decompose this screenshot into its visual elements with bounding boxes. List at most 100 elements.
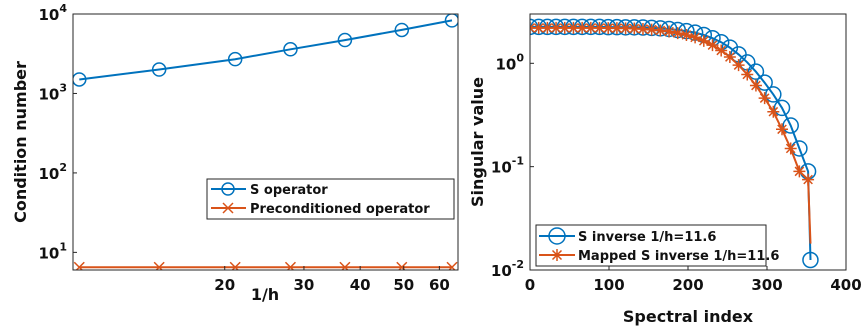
data-point xyxy=(776,123,789,136)
data-point xyxy=(628,22,641,35)
y-tick-exponent: 0 xyxy=(516,51,524,64)
x-tick-label: 100 xyxy=(593,276,624,294)
data-point xyxy=(741,68,754,81)
plot-area-left xyxy=(73,14,458,270)
y-tick-base: 10 xyxy=(38,244,59,262)
y-tick-base: 10 xyxy=(38,165,59,183)
data-point xyxy=(793,165,806,178)
y-tick-exponent: 2 xyxy=(59,161,67,174)
y-tick-exponent: 1 xyxy=(59,240,67,253)
y-tick-base: 10 xyxy=(491,262,512,280)
data-point xyxy=(284,261,296,270)
legend-entry-mapped-s-inverse: Mapped S inverse 1/h=11.6 xyxy=(539,249,779,264)
legend-entry-s-inverse: S inverse 1/h=11.6 xyxy=(539,227,716,245)
x-tick-label: 50 xyxy=(393,276,414,294)
data-point xyxy=(671,27,684,40)
legend-marker-s-operator xyxy=(221,182,235,196)
data-point xyxy=(73,72,87,87)
y-tick-exponent: -1 xyxy=(512,155,524,168)
data-point xyxy=(758,92,771,105)
data-point xyxy=(645,23,658,36)
data-point xyxy=(227,51,243,67)
data-point xyxy=(723,51,736,64)
data-point xyxy=(654,24,667,37)
legend-entry-s-operator: S operator xyxy=(211,182,328,198)
x-tick-label: 300 xyxy=(751,276,782,294)
data-point xyxy=(747,63,765,80)
data-point xyxy=(283,42,298,57)
y-tick-base: 10 xyxy=(495,55,516,73)
legend-label-s-operator: S operator xyxy=(250,183,328,198)
data-point xyxy=(550,21,563,34)
data-point xyxy=(782,117,799,134)
data-point xyxy=(610,22,623,35)
legend-marker-mapped-s-inverse xyxy=(551,249,563,261)
x-tick-label: 20 xyxy=(214,276,235,294)
legend-left: S operator Preconditioned operator xyxy=(206,178,455,220)
legend-marker-preconditioned xyxy=(222,202,234,214)
legend-marker-s-inverse xyxy=(548,227,566,245)
legend-entry-preconditioned: Preconditioned operator xyxy=(211,202,430,217)
data-point xyxy=(767,105,780,118)
data-point xyxy=(680,28,693,41)
data-point xyxy=(558,21,571,34)
y-axis-label-right: Singular value xyxy=(468,77,487,207)
y-axis-label-left: Condition number xyxy=(11,61,30,223)
y-tick-label: 102 xyxy=(38,161,67,183)
x-tick-label: 40 xyxy=(350,276,371,294)
data-point xyxy=(394,22,410,38)
y-tick-exponent: 4 xyxy=(59,2,67,15)
data-point xyxy=(444,14,458,28)
data-point xyxy=(715,44,728,57)
data-point xyxy=(73,261,85,270)
legend-label-mapped-s-inverse: Mapped S inverse 1/h=11.6 xyxy=(578,249,779,264)
data-point xyxy=(584,21,597,34)
y-tick-exponent: -2 xyxy=(512,258,524,271)
y-tick-label: 10-1 xyxy=(491,155,524,177)
data-point xyxy=(802,173,815,186)
data-point xyxy=(602,22,615,35)
legend-label-preconditioned: Preconditioned operator xyxy=(250,202,430,217)
x-axis-label-right: Spectral index xyxy=(623,307,754,326)
data-point xyxy=(541,21,554,34)
data-point xyxy=(706,39,719,52)
y-tick-label: 101 xyxy=(38,240,67,262)
y-tick-base: 10 xyxy=(38,85,59,103)
data-point xyxy=(784,142,797,155)
y-tick-label: 103 xyxy=(38,81,67,103)
y-tick-base: 10 xyxy=(491,159,512,177)
data-point xyxy=(749,79,762,92)
y-tick-exponent: 3 xyxy=(59,81,67,94)
series-group-left xyxy=(73,14,458,270)
legend-right: S inverse 1/h=11.6 Mapped S inverse 1/h=… xyxy=(535,224,779,267)
y-tick-label: 100 xyxy=(495,51,524,73)
y-tick-label: 10-2 xyxy=(491,258,524,280)
data-point xyxy=(593,21,606,34)
data-point xyxy=(576,21,589,34)
data-point xyxy=(153,261,165,270)
data-point xyxy=(532,21,545,34)
data-point xyxy=(446,261,458,270)
x-tick-label: 30 xyxy=(294,276,315,294)
data-point xyxy=(802,251,819,269)
legend-box-left xyxy=(206,178,455,220)
legend-box-right xyxy=(535,224,767,267)
data-point xyxy=(337,32,353,48)
data-point xyxy=(732,59,745,72)
data-point xyxy=(151,62,167,77)
x-tick-label: 200 xyxy=(672,276,703,294)
data-point xyxy=(689,31,702,44)
series-line xyxy=(79,19,453,81)
data-point xyxy=(765,86,782,103)
series-group-right xyxy=(530,18,819,269)
y-tick-label: 104 xyxy=(38,2,67,24)
y-tick-base: 10 xyxy=(38,6,59,24)
data-point xyxy=(663,25,676,38)
data-point xyxy=(636,22,649,35)
data-point xyxy=(229,261,241,270)
data-point xyxy=(567,21,580,34)
